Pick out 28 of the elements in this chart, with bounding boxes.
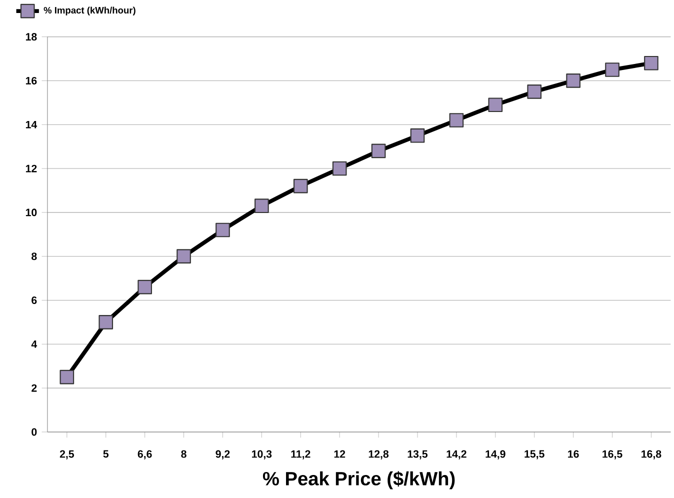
y-tick-label: 0	[32, 428, 37, 436]
y-tick-label: 8	[32, 252, 37, 260]
x-tick-label: 14,9	[486, 450, 506, 460]
x-tick-label: 12,8	[368, 450, 389, 460]
y-tick-label: 4	[31, 340, 38, 348]
y-tick-label: 2	[32, 384, 37, 392]
x-tick-label: 10,3	[252, 450, 272, 460]
x-tick-label: 16	[568, 450, 579, 458]
x-tick-label: 12	[334, 450, 346, 458]
y-tick-label: 6	[32, 296, 37, 304]
x-tick-label: 16,8	[642, 450, 662, 460]
y-tick-label: 16	[26, 76, 37, 84]
y-tick-label: 14	[26, 120, 38, 128]
x-tick-label: 16,5	[602, 450, 622, 460]
y-tick-label: 12	[26, 164, 37, 172]
x-tick-label: 11,2	[291, 450, 310, 460]
x-tick-label: 8	[181, 450, 186, 458]
y-tick-label: 18	[26, 32, 37, 40]
y-tick-label: 10	[26, 208, 37, 216]
x-axis-title: % Peak Price ($/kWh)	[262, 470, 455, 490]
x-tick-label: 9,2	[216, 450, 230, 460]
legend-label: % Impact (kWh/hour)	[44, 6, 136, 16]
x-tick-label: 2,5	[60, 450, 74, 460]
x-tick-label: 13,5	[408, 450, 428, 460]
x-tick-label: 14,2	[446, 450, 466, 460]
x-tick-label: 6,6	[138, 450, 152, 460]
x-tick-label: 15,5	[524, 450, 544, 460]
x-tick-label: 5	[103, 450, 109, 458]
